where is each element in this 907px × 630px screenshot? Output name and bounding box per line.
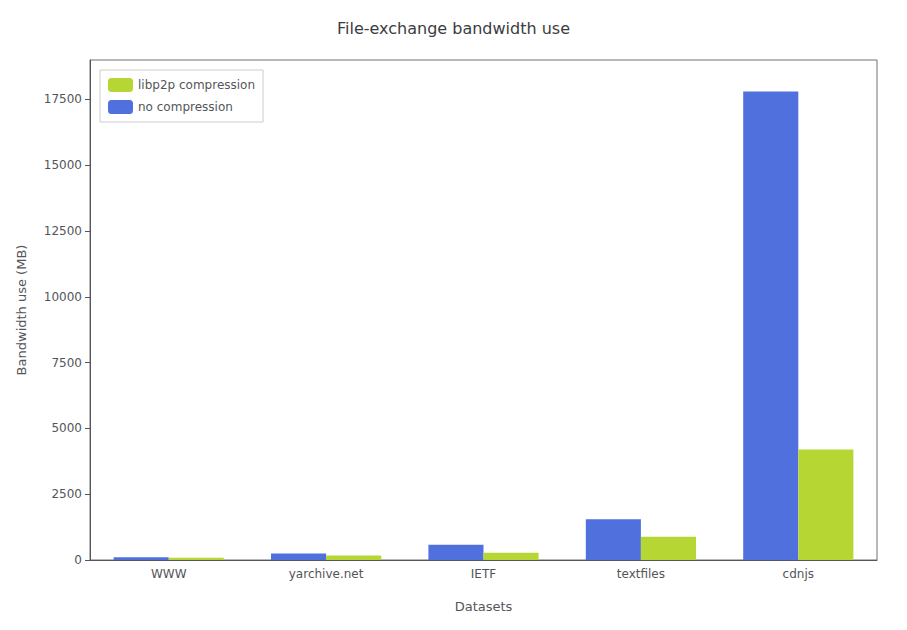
svg-text:7500: 7500 [51, 356, 82, 370]
svg-text:textfiles: textfiles [617, 567, 665, 581]
svg-text:12500: 12500 [44, 224, 82, 238]
svg-text:libp2p compression: libp2p compression [138, 78, 255, 92]
svg-text:File-exchange bandwidth use: File-exchange bandwidth use [337, 19, 570, 38]
svg-text:15000: 15000 [44, 158, 82, 172]
svg-text:10000: 10000 [44, 290, 82, 304]
svg-text:Datasets: Datasets [455, 599, 513, 614]
svg-text:2500: 2500 [51, 487, 82, 501]
svg-text:0: 0 [74, 553, 82, 567]
svg-text:5000: 5000 [51, 421, 82, 435]
svg-text:cdnjs: cdnjs [783, 567, 814, 581]
svg-text:IETF: IETF [471, 567, 496, 581]
svg-text:yarchive.net: yarchive.net [289, 567, 364, 581]
svg-text:no compression: no compression [138, 100, 233, 114]
svg-text:17500: 17500 [44, 92, 82, 106]
svg-text:Bandwidth use (MB): Bandwidth use (MB) [14, 245, 29, 376]
svg-text:WWW: WWW [151, 567, 187, 581]
